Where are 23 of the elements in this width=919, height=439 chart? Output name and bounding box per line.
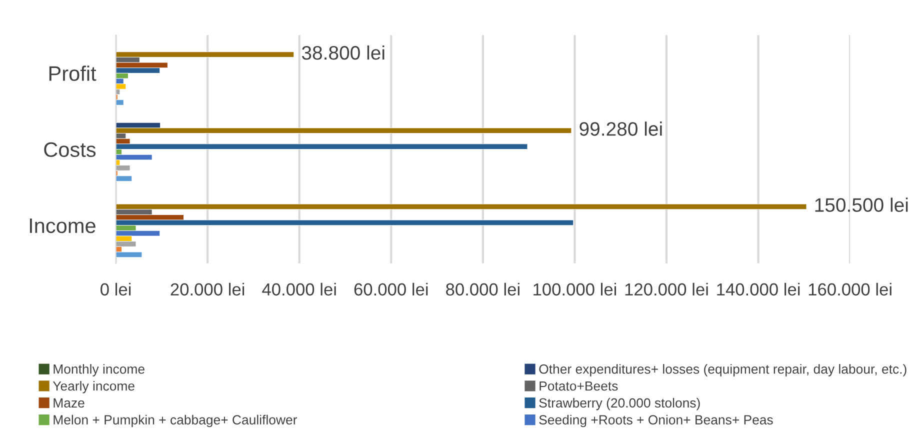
x-tick-label: 20.000 lei: [170, 282, 244, 296]
legend-label: Seeding +Roots + Onion+ Beans+ Peas: [539, 414, 773, 428]
x-tick-label: 140.000 lei: [717, 282, 800, 296]
legend-label: Potato+Beets: [540, 381, 618, 391]
x-tick-label: 40.000 lei: [262, 282, 336, 296]
data-label: 38.800 lei: [302, 45, 384, 60]
y-tick-label: Income: [30, 218, 96, 234]
y-tick-label: Profit: [49, 66, 96, 81]
data-label: 99.280 lei: [580, 122, 662, 136]
x-tick-label: 0 lei: [100, 282, 131, 296]
legend-label: Yearly income: [52, 380, 134, 394]
legend-label: Melon + Pumpkin + cabbage+ Cauliflower: [54, 414, 298, 428]
legend-label: Strawberry (20.000 stolons): [539, 398, 700, 410]
x-tick-label: 60.000 lei: [354, 282, 428, 296]
data-label: 150.500 lei: [815, 198, 908, 212]
x-tick-label: 160.000 lei: [808, 282, 892, 296]
x-tick-label: 120.000 lei: [625, 282, 708, 296]
x-tick-label: 100.000 lei: [534, 282, 616, 296]
x-tick-label: 80.000 lei: [446, 282, 520, 296]
legend-label: Monthly income: [54, 364, 144, 376]
y-tick-label: Costs: [44, 142, 96, 158]
legend-label: Maze: [54, 398, 84, 408]
legend-label: Other expenditures+ losses (equipment repair, day labour, etc.): [539, 364, 906, 376]
